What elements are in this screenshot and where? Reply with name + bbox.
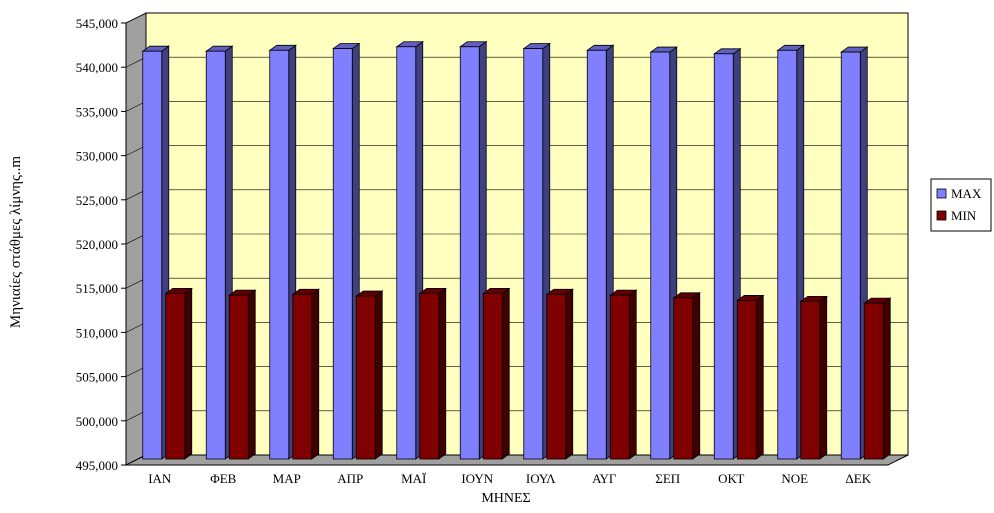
bar-max	[459, 46, 480, 460]
bars	[141, 40, 892, 460]
bar-min-side	[247, 289, 256, 460]
legend-swatch-max	[936, 188, 947, 199]
bar-min	[482, 292, 503, 460]
x-tick-label: ΔΕΚ	[845, 471, 871, 486]
x-tick-label: ΜΑΪ	[401, 471, 426, 486]
bar-min	[800, 300, 821, 460]
bar-min	[355, 295, 376, 460]
y-tick-label: 535,000	[76, 104, 118, 119]
bar-min-side	[819, 295, 828, 460]
bar-min	[736, 300, 757, 460]
bar-min	[673, 297, 694, 460]
x-tick-label: ΣΕΠ	[655, 471, 680, 486]
bar-max	[205, 50, 226, 460]
bar-max	[713, 53, 734, 460]
legend-box	[930, 178, 992, 232]
x-tick-label: ΦΕΒ	[210, 471, 236, 486]
y-tick-label: 500,000	[76, 414, 118, 429]
x-axis: ΙΑΝ ΦΕΒ ΜΑΡ ΑΠΡ ΜΑΪ ΙΟΥΝ ΙΟΥΛ ΑΥΓ ΣΕΠ ΟΚΤ ΝΟΕ ΔΕΚ	[148, 471, 872, 486]
legend-label-min: MIN	[951, 208, 977, 223]
x-tick-label: ΑΠΡ	[337, 471, 363, 486]
y-tick-label: 510,000	[76, 325, 118, 340]
bar-min	[609, 294, 630, 460]
bar-max	[586, 49, 607, 460]
bar-min-side	[692, 292, 701, 460]
legend: MAX MIN	[930, 178, 992, 232]
bar-max	[840, 51, 861, 460]
bar-min-side	[184, 287, 193, 460]
legend-swatch-min	[936, 210, 947, 221]
bar-max	[396, 46, 417, 460]
bar-max	[523, 48, 544, 460]
bar-max	[777, 49, 798, 460]
bar-min	[546, 293, 567, 460]
y-axis: 495,000 500,000 505,000 510,000 515,000 520,0…	[76, 16, 127, 473]
bar-min-side	[565, 288, 574, 460]
y-tick-label: 495,000	[76, 458, 118, 473]
bar-min-side	[438, 287, 447, 460]
x-tick-label: ΙΟΥΝ	[461, 471, 493, 486]
bar-max	[269, 49, 290, 460]
bar-min-side	[755, 294, 764, 460]
y-tick-label: 530,000	[76, 149, 118, 164]
x-tick-label: ΑΥΓ	[592, 471, 617, 486]
floor	[125, 454, 909, 466]
bar-min	[419, 292, 440, 460]
bar-min-side	[628, 289, 637, 460]
x-tick-label: ΙΑΝ	[148, 471, 172, 486]
y-tick-label: 545,000	[76, 16, 118, 31]
y-tick-label: 515,000	[76, 281, 118, 296]
x-tick-label: ΝΟΕ	[781, 471, 808, 486]
y-axis-label: Μηνιαίες στάθμες λίμνης..m	[8, 156, 24, 328]
legend-label-max: MAX	[951, 186, 982, 201]
y-tick-label: 520,000	[76, 237, 118, 252]
bar-min-side	[501, 287, 510, 460]
bar-max	[332, 48, 353, 460]
x-tick-label: ΙΟΥΛ	[526, 471, 556, 486]
x-tick-label: ΟΚΤ	[718, 471, 744, 486]
bar-min	[228, 294, 249, 460]
x-axis-label: ΜΗΝΕΣ	[481, 491, 530, 506]
bar-min	[165, 292, 186, 460]
bar-min-side	[311, 288, 320, 460]
x-tick-label: ΜΑΡ	[273, 471, 301, 486]
y-tick-label: 505,000	[76, 370, 118, 385]
bar-max	[142, 50, 163, 460]
bar-min-side	[882, 297, 891, 460]
bar-min	[863, 302, 884, 460]
bar-max	[650, 51, 671, 460]
bar-min-side	[374, 290, 383, 460]
bar-min	[292, 293, 313, 460]
y-tick-label: 525,000	[76, 193, 118, 208]
y-tick-label: 540,000	[76, 60, 118, 75]
